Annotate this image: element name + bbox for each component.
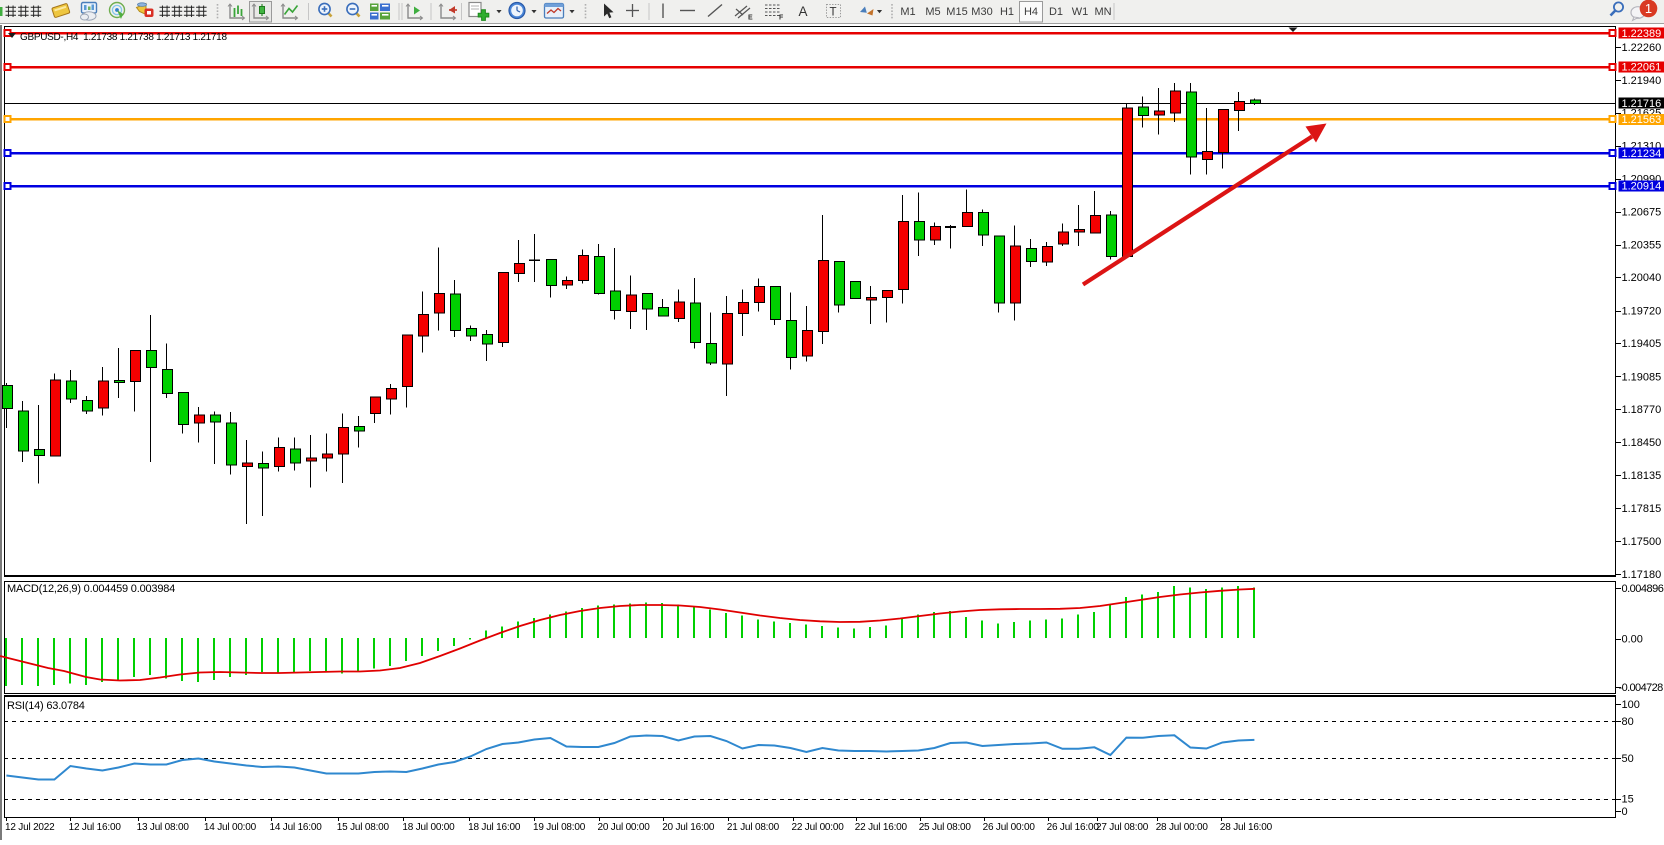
svg-text:1.18770: 1.18770 bbox=[1622, 404, 1662, 416]
svg-text:1.20675: 1.20675 bbox=[1622, 206, 1662, 218]
svg-text:50: 50 bbox=[1622, 753, 1634, 765]
svg-text:1.17500: 1.17500 bbox=[1622, 536, 1662, 548]
svg-text:A: A bbox=[799, 4, 808, 19]
svg-text:1.22260: 1.22260 bbox=[1622, 42, 1662, 54]
svg-text:0.00: 0.00 bbox=[1622, 634, 1643, 646]
svg-text:1.21716: 1.21716 bbox=[1622, 98, 1662, 110]
svg-text:19 Jul 08:00: 19 Jul 08:00 bbox=[533, 822, 586, 833]
svg-text:1.21234: 1.21234 bbox=[1622, 148, 1662, 160]
svg-text:-0.004728: -0.004728 bbox=[1619, 682, 1664, 694]
svg-text:M1: M1 bbox=[900, 6, 915, 18]
svg-text:22 Jul 16:00: 22 Jul 16:00 bbox=[855, 822, 908, 833]
svg-text:F: F bbox=[779, 15, 784, 22]
svg-text:H4: H4 bbox=[1024, 6, 1038, 18]
svg-text:1.20040: 1.20040 bbox=[1622, 272, 1662, 284]
svg-text:100: 100 bbox=[1622, 699, 1640, 711]
svg-text:28 Jul 00:00: 28 Jul 00:00 bbox=[1156, 822, 1209, 833]
svg-text:MN: MN bbox=[1094, 6, 1111, 18]
svg-text:80: 80 bbox=[1622, 716, 1634, 728]
svg-text:1.22061: 1.22061 bbox=[1622, 62, 1662, 74]
svg-text:20 Jul 16:00: 20 Jul 16:00 bbox=[662, 822, 715, 833]
svg-text:0.004896: 0.004896 bbox=[1622, 583, 1664, 595]
svg-text:1.17815: 1.17815 bbox=[1622, 503, 1662, 515]
svg-text:1.20914: 1.20914 bbox=[1622, 181, 1662, 193]
svg-text:M15: M15 bbox=[946, 6, 967, 18]
svg-text:15: 15 bbox=[1622, 794, 1634, 806]
svg-text:0: 0 bbox=[1622, 806, 1628, 818]
svg-text:E: E bbox=[748, 15, 753, 22]
svg-text:20 Jul 00:00: 20 Jul 00:00 bbox=[598, 822, 651, 833]
svg-text:1.22389: 1.22389 bbox=[1622, 28, 1662, 40]
svg-text:25 Jul 08:00: 25 Jul 08:00 bbox=[919, 822, 972, 833]
svg-text:21 Jul 08:00: 21 Jul 08:00 bbox=[727, 822, 780, 833]
svg-text:1: 1 bbox=[1645, 1, 1652, 16]
svg-text:15 Jul 08:00: 15 Jul 08:00 bbox=[337, 822, 390, 833]
svg-text:26 Jul 00:00: 26 Jul 00:00 bbox=[983, 822, 1036, 833]
svg-text:1.19720: 1.19720 bbox=[1622, 305, 1662, 317]
svg-text:14 Jul 00:00: 14 Jul 00:00 bbox=[204, 822, 257, 833]
svg-text:1.20355: 1.20355 bbox=[1622, 240, 1662, 252]
svg-text:12 Jul 2022: 12 Jul 2022 bbox=[5, 822, 55, 833]
svg-text:D1: D1 bbox=[1049, 6, 1063, 18]
svg-text:1.21563: 1.21563 bbox=[1622, 114, 1662, 126]
svg-text:H1: H1 bbox=[1000, 6, 1014, 18]
svg-text:18 Jul 16:00: 18 Jul 16:00 bbox=[468, 822, 521, 833]
svg-text:1.19085: 1.19085 bbox=[1622, 371, 1662, 383]
svg-text:1.18135: 1.18135 bbox=[1622, 470, 1662, 482]
svg-text:1.17180: 1.17180 bbox=[1622, 569, 1662, 581]
svg-text:W1: W1 bbox=[1072, 6, 1089, 18]
svg-text:13 Jul 08:00: 13 Jul 08:00 bbox=[137, 822, 190, 833]
svg-text:12 Jul 16:00: 12 Jul 16:00 bbox=[69, 822, 122, 833]
svg-text:GBPUSD-,H4 1.21738 1.21738 1.: GBPUSD-,H4 1.21738 1.21738 1.21713 1.217… bbox=[20, 32, 227, 43]
svg-text:28 Jul 16:00: 28 Jul 16:00 bbox=[1220, 822, 1273, 833]
svg-text:27 Jul 08:00: 27 Jul 08:00 bbox=[1096, 822, 1149, 833]
svg-text:MACD(12,26,9) 0.004459 0.00398: MACD(12,26,9) 0.004459 0.003984 bbox=[7, 583, 175, 595]
svg-text:22 Jul 00:00: 22 Jul 00:00 bbox=[792, 822, 845, 833]
svg-text:26 Jul 16:00: 26 Jul 16:00 bbox=[1047, 822, 1100, 833]
svg-text:M30: M30 bbox=[971, 6, 992, 18]
svg-text:18 Jul 00:00: 18 Jul 00:00 bbox=[402, 822, 455, 833]
svg-text:RSI(14) 63.0784: RSI(14) 63.0784 bbox=[7, 700, 85, 712]
svg-text:M5: M5 bbox=[925, 6, 940, 18]
svg-text:T: T bbox=[830, 7, 837, 19]
svg-text:1.21940: 1.21940 bbox=[1622, 75, 1662, 87]
svg-text:1.18450: 1.18450 bbox=[1622, 437, 1662, 449]
svg-text:14 Jul 16:00: 14 Jul 16:00 bbox=[270, 822, 323, 833]
svg-text:1.19405: 1.19405 bbox=[1622, 338, 1662, 350]
